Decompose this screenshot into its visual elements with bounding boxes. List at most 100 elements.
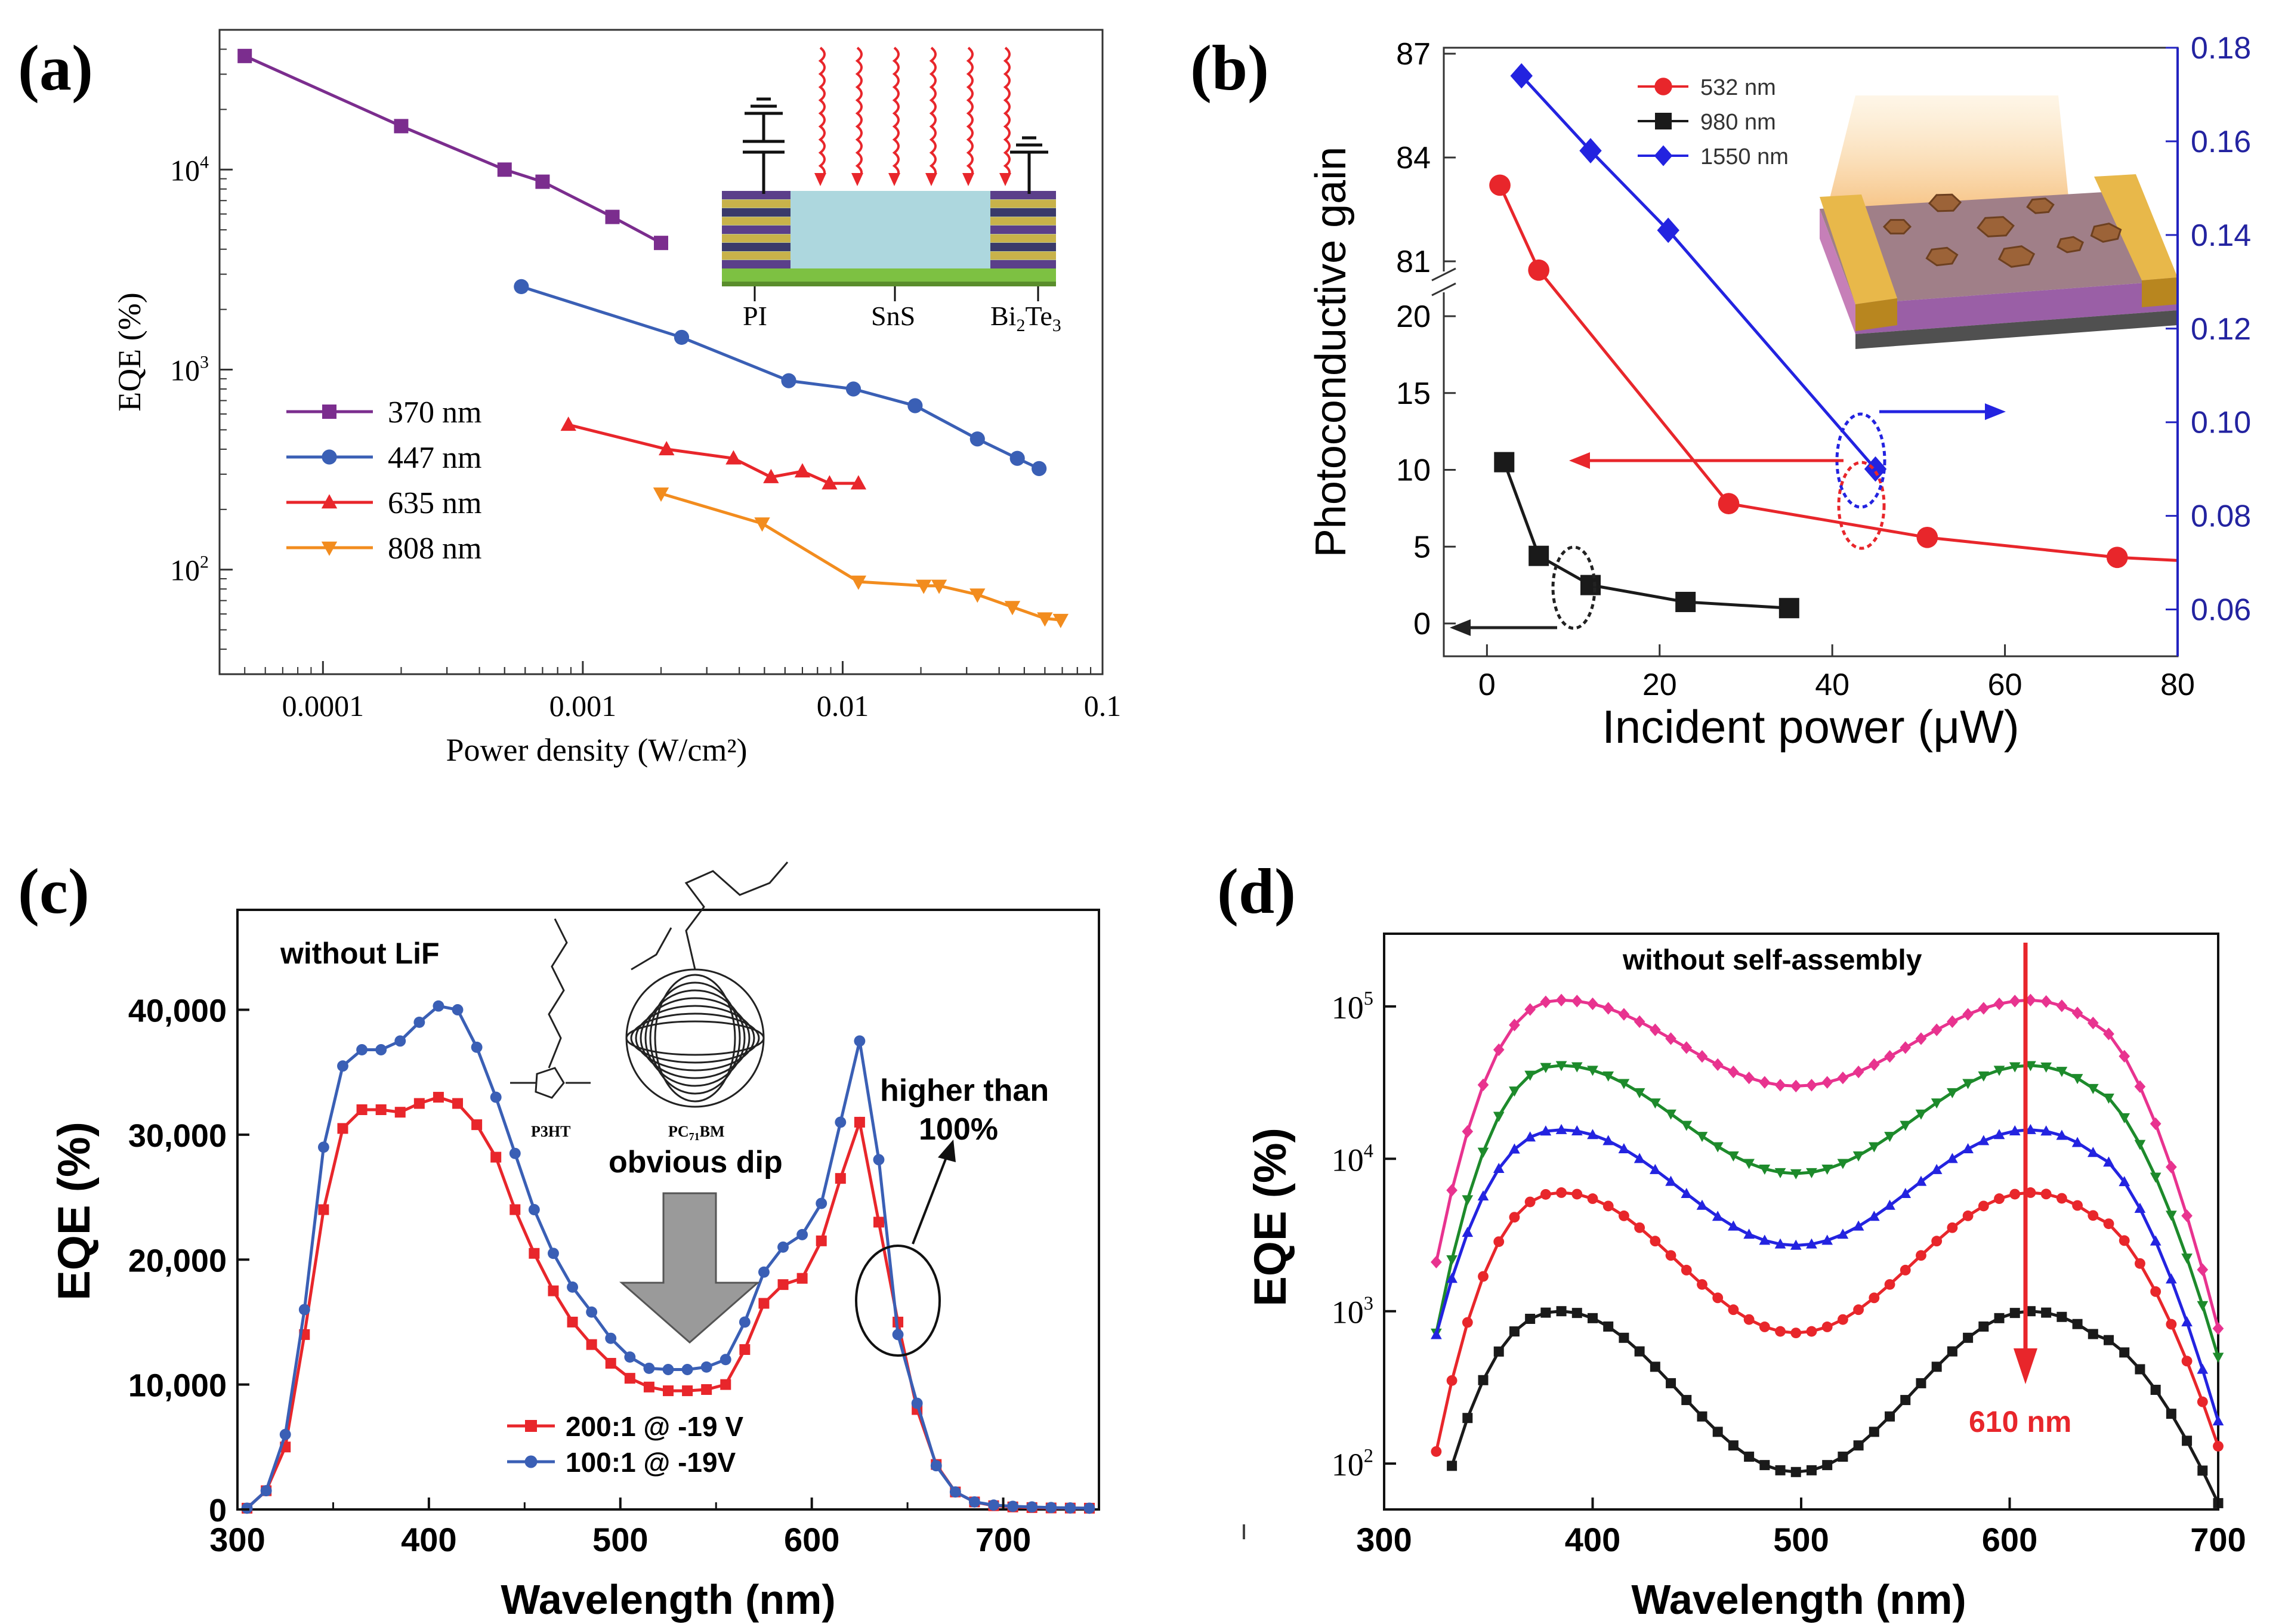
d-point-2 — [1947, 1153, 1958, 1163]
d-point-2 — [1774, 1238, 1786, 1249]
d-point-2 — [1571, 1125, 1583, 1136]
b-ytick-right-label: 0.14 — [2191, 218, 2251, 253]
a-point-0 — [605, 209, 620, 224]
d-ytick-label-exp: 4 — [1364, 1141, 1373, 1162]
light-wave — [855, 47, 863, 180]
d-point-1 — [1696, 1132, 1708, 1143]
a-ytick-label-base: 10 — [170, 354, 200, 387]
a-series-line-3 — [660, 492, 1061, 622]
d-point-4 — [1666, 1378, 1676, 1388]
b-point-2 — [1579, 138, 1602, 163]
d-point-3 — [1665, 1250, 1676, 1261]
fullerene-ring — [635, 1005, 755, 1072]
c-point-1 — [1045, 1502, 1057, 1514]
a-point-0 — [654, 236, 668, 251]
d-point-1 — [1759, 1164, 1771, 1175]
d-point-2 — [1743, 1228, 1755, 1239]
c-point-0 — [529, 1248, 540, 1259]
b-legend-marker — [1654, 145, 1673, 166]
d-point-2 — [2134, 1202, 2146, 1213]
d-point-2 — [2181, 1316, 2193, 1327]
c-point-1 — [873, 1154, 885, 1166]
b-ytick-right-label: 0.16 — [2191, 125, 2251, 159]
d-point-2 — [1431, 1329, 1442, 1339]
panel-d-xlabel: Wavelength (nm) — [1631, 1576, 1966, 1623]
panel-c-frame — [236, 909, 1100, 1511]
d-point-4 — [1853, 1440, 1864, 1451]
a-point-0 — [535, 174, 550, 189]
d-point-0 — [1446, 1184, 1458, 1197]
d-point-0 — [1555, 993, 1567, 1006]
inset-layer-right — [990, 260, 1056, 268]
fullerene-ring — [625, 1020, 765, 1056]
a-xtick-label: 0.01 — [817, 689, 869, 723]
a-ytick-label: 102 — [170, 552, 209, 587]
d-point-0 — [1602, 1002, 1614, 1015]
light-wave — [929, 47, 937, 180]
d-point-0 — [1962, 1008, 1974, 1021]
b-ytick-left-label: 10 — [1396, 453, 1431, 488]
c-point-0 — [356, 1104, 368, 1115]
c-point-1 — [317, 1141, 329, 1153]
d-point-2 — [1759, 1234, 1771, 1245]
d-point-0 — [2134, 1080, 2146, 1093]
d-point-3 — [1931, 1236, 1943, 1247]
b-ytick-right-label: 0.08 — [2191, 499, 2251, 534]
b-ytick-right-label: 0.10 — [2191, 406, 2251, 440]
d-point-3 — [1916, 1250, 1926, 1261]
c-point-1 — [796, 1228, 808, 1240]
b-flake — [1997, 245, 2036, 268]
d-point-0 — [2025, 993, 2036, 1006]
d-point-3 — [2103, 1218, 2114, 1230]
b-ytick-right-label: 0.12 — [2191, 312, 2251, 347]
c-xtick-label: 600 — [784, 1521, 839, 1558]
panel-label-b: (b) — [1190, 33, 1269, 104]
c-point-1 — [662, 1364, 674, 1375]
c-point-0 — [413, 1098, 425, 1109]
panel-b-annotations — [1450, 403, 2006, 636]
d-point-4 — [2104, 1335, 2114, 1345]
d-point-4 — [1900, 1395, 1911, 1406]
d-point-4 — [1603, 1321, 1614, 1332]
c-point-1 — [643, 1362, 655, 1374]
d-point-0 — [1915, 1032, 1927, 1045]
d-xtick-label: 600 — [1982, 1521, 2037, 1558]
b-point-1 — [1778, 598, 1799, 619]
d-point-2 — [1837, 1228, 1849, 1239]
panel-label-c: (c) — [18, 856, 89, 927]
annotation-arrow-head — [938, 1140, 956, 1162]
a-point-2 — [850, 475, 867, 490]
b-flake — [1928, 193, 1962, 212]
panel-c: 300 400 500 600 700 0 10,000 20,000 30,000 40,000… — [49, 862, 1100, 1623]
d-point-1 — [1837, 1159, 1849, 1169]
d-point-1 — [1774, 1168, 1786, 1178]
d-point-3 — [1994, 1193, 2005, 1205]
b-point-1 — [1580, 575, 1601, 595]
c-point-1 — [816, 1197, 827, 1209]
d-point-4 — [1712, 1427, 1723, 1437]
panel-a-legend: 370 nm 447 nm 635 nm 808 nm — [286, 396, 481, 566]
d-point-3 — [1587, 1193, 1598, 1205]
c-point-0 — [739, 1344, 751, 1355]
d-point-4 — [2088, 1329, 2098, 1339]
inset-layer-left — [722, 243, 791, 251]
light-wave-arrow — [925, 173, 937, 186]
d-point-2 — [1790, 1239, 1802, 1250]
b-point-0 — [1528, 259, 1550, 281]
a-point-1 — [674, 329, 690, 345]
c-point-1 — [700, 1361, 712, 1373]
c-point-1 — [394, 1035, 406, 1047]
a-xtick-label: 0.001 — [549, 689, 617, 723]
c-ytick-label: 10,000 — [128, 1368, 227, 1404]
d-point-1 — [1587, 1066, 1598, 1076]
d-point-3 — [1478, 1271, 1489, 1282]
c-point-0 — [548, 1285, 559, 1296]
d-point-0 — [1524, 1003, 1536, 1016]
d-point-0 — [1650, 1023, 1661, 1036]
d-point-0 — [1587, 997, 1598, 1011]
d-point-4 — [1588, 1313, 1598, 1323]
inset-layer-left — [722, 208, 791, 217]
d-point-1 — [1509, 1086, 1520, 1097]
inset-layer-right — [990, 243, 1056, 251]
d-point-4 — [1509, 1326, 1520, 1337]
